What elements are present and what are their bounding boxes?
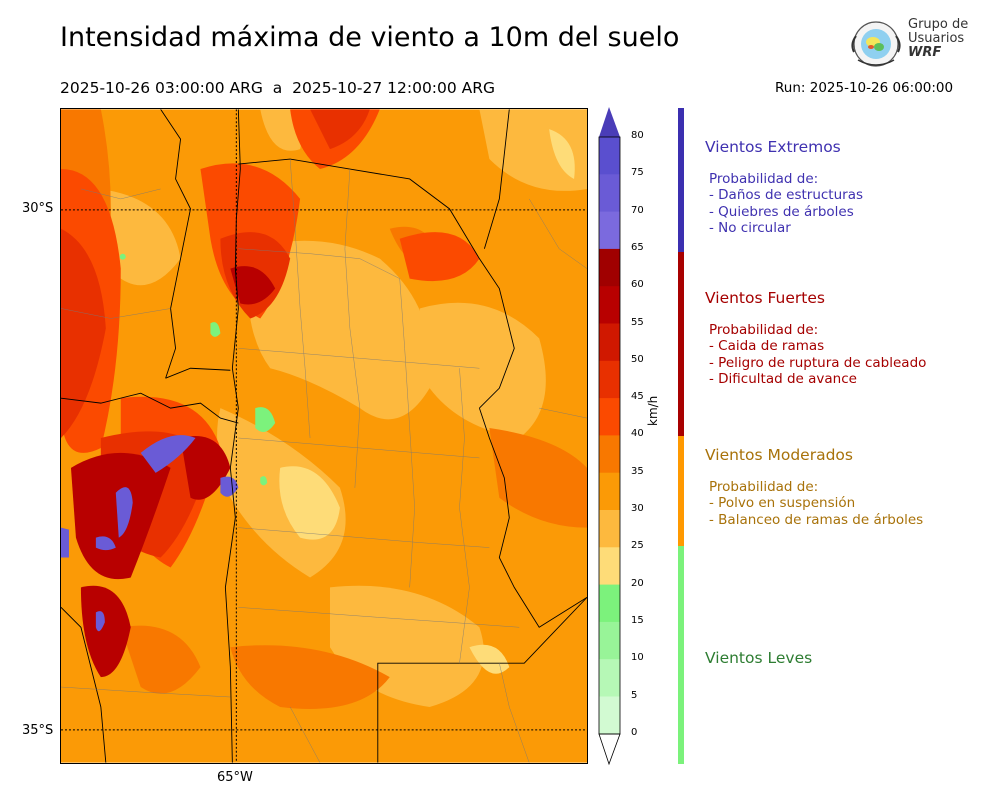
colorbar-cell xyxy=(599,211,620,250)
colorbar-tick-label: 40 xyxy=(631,428,644,440)
colorbar-tick-label: 80 xyxy=(631,130,644,141)
colorbar-tick-label: 30 xyxy=(631,503,644,514)
colorbar-cell xyxy=(599,659,620,697)
logo-line-1: Grupo de xyxy=(908,17,969,32)
logo-line-3: WRF xyxy=(908,45,942,60)
colorbar-tick-label: 50 xyxy=(631,353,644,365)
category-title-moderados: Vientos Moderados xyxy=(705,446,853,464)
colorbar-unit: km/h xyxy=(646,395,660,426)
colorbar-cell xyxy=(599,584,620,623)
colorbar-cell xyxy=(599,398,620,436)
category-list-extremos: Probabilidad de: - Daños de estructuras … xyxy=(709,171,864,237)
province-borders xyxy=(61,109,587,763)
colorbar-cell xyxy=(599,137,620,175)
light-wind-bar xyxy=(678,546,684,764)
colorbar xyxy=(598,107,621,766)
colorbar-cell xyxy=(599,248,620,287)
colorbar-tick-label: 65 xyxy=(631,241,644,253)
colorbar-cell xyxy=(599,286,620,324)
colorbar-tick-label: 0 xyxy=(631,726,638,738)
lat-label-30s: 30°S xyxy=(22,201,54,216)
colorbar-tick-label: 60 xyxy=(631,279,644,291)
colorbar-cell xyxy=(599,360,620,399)
grupo-wrf-logo: Grupo de Usuarios WRF xyxy=(846,16,976,76)
category-title-extremos: Vientos Extremos xyxy=(705,138,841,156)
colorbar-cell xyxy=(599,621,620,660)
colorbar-tick-label: 45 xyxy=(631,391,644,403)
category-list-moderados: Probabilidad de: - Polvo en suspensión -… xyxy=(709,479,924,528)
category-list-fuertes: Probabilidad de: - Caida de ramas - Peli… xyxy=(709,322,927,388)
colorbar-cell xyxy=(599,696,620,735)
moderate-wind-bar xyxy=(678,436,684,546)
extreme-wind-bar xyxy=(678,108,684,252)
department-borders xyxy=(61,159,587,763)
run-time: Run: 2025-10-26 06:00:00 xyxy=(775,80,954,96)
colorbar-tick-label: 75 xyxy=(631,167,644,179)
low-wind-spots xyxy=(119,253,276,486)
colorbar-tick-label: 15 xyxy=(631,614,644,626)
forecast-period: 2025-10-26 03:00:00 ARG a 2025-10-27 12:… xyxy=(60,79,496,97)
colorbar-tick-label: 5 xyxy=(631,689,638,701)
chart-title: Intensidad máxima de viento a 10m del su… xyxy=(60,22,680,53)
colorbar-cell xyxy=(599,435,620,474)
colorbar-cell xyxy=(599,547,620,585)
colorbar-tick-label: 10 xyxy=(631,652,644,664)
calm-zones xyxy=(279,129,575,674)
colorbar-tick-label: 70 xyxy=(631,204,644,216)
colorbar-tick-label: 35 xyxy=(631,465,644,477)
colorbar-tick-label: 55 xyxy=(631,316,644,328)
colorbar-bottom-arrow xyxy=(598,733,621,766)
logo-line-2: Usuarios xyxy=(908,31,965,46)
lon-label-65w: 65°W xyxy=(217,770,253,785)
category-title-fuertes: Vientos Fuertes xyxy=(705,289,825,307)
category-title-leves: Vientos Leves xyxy=(705,649,813,667)
strong-wind-bar xyxy=(678,252,684,436)
extreme-zones xyxy=(61,435,239,632)
graticule xyxy=(61,109,587,763)
colorbar-tick-label: 20 xyxy=(631,577,644,589)
colorbar-tick-label: 25 xyxy=(631,540,644,552)
colorbar-top-arrow xyxy=(599,107,620,137)
lat-label-35s: 35°S xyxy=(22,723,54,738)
colorbar-cell xyxy=(599,472,620,511)
colorbar-cell xyxy=(599,323,620,362)
globe-emblem-icon xyxy=(851,21,901,67)
wind-map xyxy=(60,108,588,764)
colorbar-cell xyxy=(599,510,620,548)
colorbar-cell xyxy=(599,174,620,212)
